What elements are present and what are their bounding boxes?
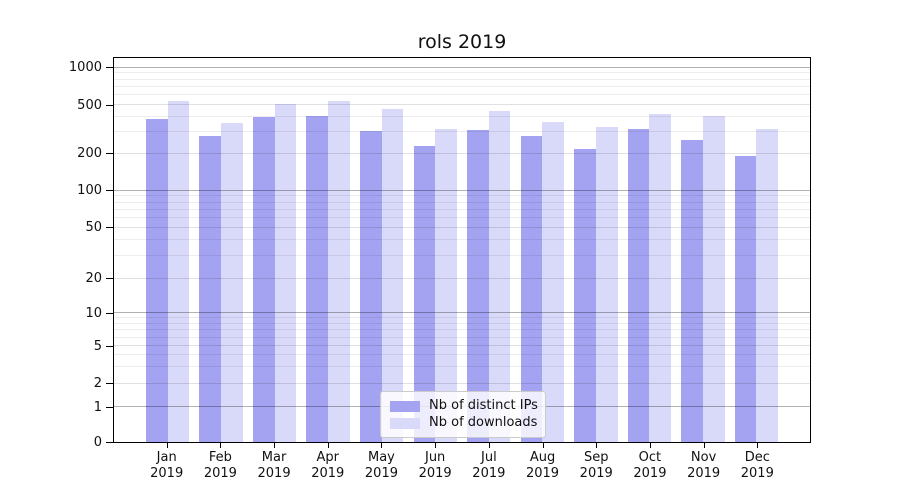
legend-label-downloads: Nb of downloads — [429, 415, 538, 430]
y-tick-mark — [106, 67, 113, 69]
bar-downloads-feb — [221, 122, 243, 442]
x-tick-mark — [488, 443, 490, 448]
x-tick-mark — [435, 443, 437, 448]
bar-distinct-ips-may — [359, 130, 382, 442]
bar-downloads-oct — [649, 114, 672, 442]
x-tick-mark — [703, 443, 705, 448]
y-tick-label: 500 — [77, 97, 102, 113]
x-tick-mark — [596, 443, 598, 448]
y-tick-label: 1000 — [68, 60, 102, 76]
x-tick-label: Sep 2019 — [579, 450, 613, 481]
y-tick-label: 1 — [93, 399, 102, 415]
gridline-minor — [114, 94, 810, 96]
x-tick-mark — [381, 443, 383, 448]
bar-distinct-ips-mar — [252, 116, 275, 442]
x-tick-label: Nov 2019 — [687, 450, 721, 481]
bar-downloads-nov — [702, 115, 725, 442]
y-tick-label: 2 — [93, 376, 102, 392]
x-tick-label: Mar 2019 — [257, 450, 291, 481]
x-tick-label: Aug 2019 — [525, 450, 560, 481]
bar-downloads-jul — [488, 110, 511, 442]
legend-item-downloads: Nb of downloads — [390, 415, 538, 431]
legend-swatch-distinct-ips — [390, 400, 420, 412]
legend-label-distinct-ips: Nb of distinct IPs — [429, 398, 538, 413]
y-tick-label: 10 — [85, 305, 102, 321]
bar-downloads-mar — [274, 104, 297, 442]
gridline-major — [114, 66, 810, 68]
bar-downloads-jan — [167, 101, 190, 442]
y-tick-label: 20 — [85, 271, 102, 287]
y-tick-mark — [106, 278, 113, 280]
x-tick-label: Apr 2019 — [311, 450, 345, 481]
x-tick-mark — [220, 443, 222, 448]
gridline-minor — [114, 78, 810, 80]
x-tick-label: Jun 2019 — [418, 450, 452, 481]
chart-title: rols 2019 — [417, 31, 507, 53]
x-tick-label: May 2019 — [364, 450, 398, 481]
y-tick-label: 50 — [85, 220, 102, 236]
bar-distinct-ips-sep — [574, 148, 596, 442]
y-tick-label: 0 — [93, 434, 102, 450]
bar-distinct-ips-feb — [199, 135, 222, 442]
bar-downloads-apr — [328, 100, 350, 442]
x-tick-label: Jan 2019 — [150, 450, 184, 481]
x-tick-mark — [542, 443, 544, 448]
bar-downloads-may — [381, 108, 404, 442]
x-tick-mark — [327, 443, 329, 448]
legend: Nb of distinct IPs Nb of downloads — [380, 391, 546, 438]
y-axis-tick-labels: 0 1 2 5 10 20 50 100 200 500 1000 — [28, 58, 102, 449]
gridline-major — [114, 104, 810, 106]
bar-distinct-ips-jun — [413, 146, 436, 442]
y-tick-mark — [106, 190, 113, 192]
y-tick-mark — [106, 104, 113, 106]
x-tick-mark — [166, 443, 168, 448]
bar-distinct-ips-apr — [306, 115, 329, 442]
bar-distinct-ips-oct — [627, 128, 650, 442]
x-tick-mark — [274, 443, 276, 448]
x-tick-label: Jul 2019 — [472, 450, 506, 481]
bar-distinct-ips-dec — [734, 156, 757, 442]
gridline-minor — [114, 85, 810, 87]
x-axis-labels: Jan 2019 Feb 2019 Mar 2019 Apr 2019 May 2019 Jun 20… — [113, 450, 811, 486]
gridline-minor — [114, 72, 810, 74]
y-axis-ticks — [106, 58, 113, 443]
bar-distinct-ips-jan — [145, 118, 168, 442]
x-tick-label: Feb 2019 — [203, 450, 237, 481]
bar-distinct-ips-jul — [467, 129, 489, 442]
y-tick-mark — [106, 441, 113, 443]
bar-downloads-jun — [435, 128, 457, 442]
bar-downloads-sep — [595, 127, 618, 442]
y-tick-mark — [106, 312, 113, 314]
x-tick-label: Dec 2019 — [740, 450, 774, 481]
y-tick-mark — [106, 345, 113, 347]
bar-downloads-dec — [756, 128, 779, 442]
plot-area — [113, 57, 811, 443]
x-tick-label: Oct 2019 — [633, 450, 667, 481]
y-tick-mark — [106, 153, 113, 155]
y-tick-mark — [106, 406, 113, 408]
y-tick-mark — [106, 383, 113, 385]
x-tick-mark — [757, 443, 759, 448]
legend-swatch-downloads — [390, 417, 420, 429]
bar-downloads-aug — [542, 121, 564, 442]
y-tick-mark — [106, 227, 113, 229]
bar-distinct-ips-nov — [681, 139, 703, 442]
x-axis-ticks — [113, 443, 811, 449]
x-tick-mark — [649, 443, 651, 448]
legend-item-distinct-ips: Nb of distinct IPs — [390, 398, 538, 414]
y-tick-label: 200 — [77, 146, 102, 162]
y-tick-label: 100 — [77, 183, 102, 199]
bar-distinct-ips-aug — [520, 135, 543, 442]
y-tick-label: 5 — [93, 338, 102, 354]
